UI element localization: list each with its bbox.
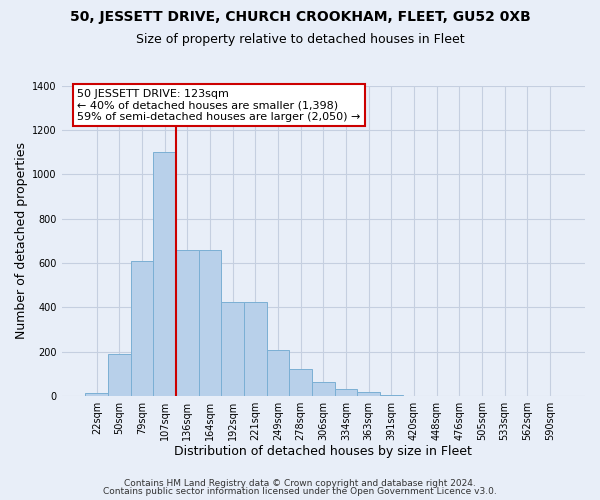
Bar (312, 382, 335, 396)
Bar (199, 250, 221, 396)
Bar (131, 261, 154, 396)
Bar (289, 370, 312, 396)
Text: Contains HM Land Registry data © Crown copyright and database right 2024.: Contains HM Land Registry data © Crown c… (124, 478, 476, 488)
Bar (335, 390, 358, 396)
Bar (266, 350, 289, 396)
Bar (154, 152, 176, 396)
Text: Size of property relative to detached houses in Fleet: Size of property relative to detached ho… (136, 32, 464, 46)
Text: 50, JESSETT DRIVE, CHURCH CROOKHAM, FLEET, GU52 0XB: 50, JESSETT DRIVE, CHURCH CROOKHAM, FLEE… (70, 10, 530, 24)
Bar (380, 395, 403, 396)
Bar (244, 302, 266, 396)
Bar (85, 393, 108, 396)
Text: 50 JESSETT DRIVE: 123sqm
← 40% of detached houses are smaller (1,398)
59% of sem: 50 JESSETT DRIVE: 123sqm ← 40% of detach… (77, 88, 361, 122)
Bar (221, 302, 244, 396)
Text: Contains public sector information licensed under the Open Government Licence v3: Contains public sector information licen… (103, 488, 497, 496)
Bar (108, 354, 131, 396)
Bar (358, 392, 380, 396)
Y-axis label: Number of detached properties: Number of detached properties (15, 142, 28, 340)
Bar (176, 250, 199, 396)
X-axis label: Distribution of detached houses by size in Fleet: Distribution of detached houses by size … (175, 444, 472, 458)
